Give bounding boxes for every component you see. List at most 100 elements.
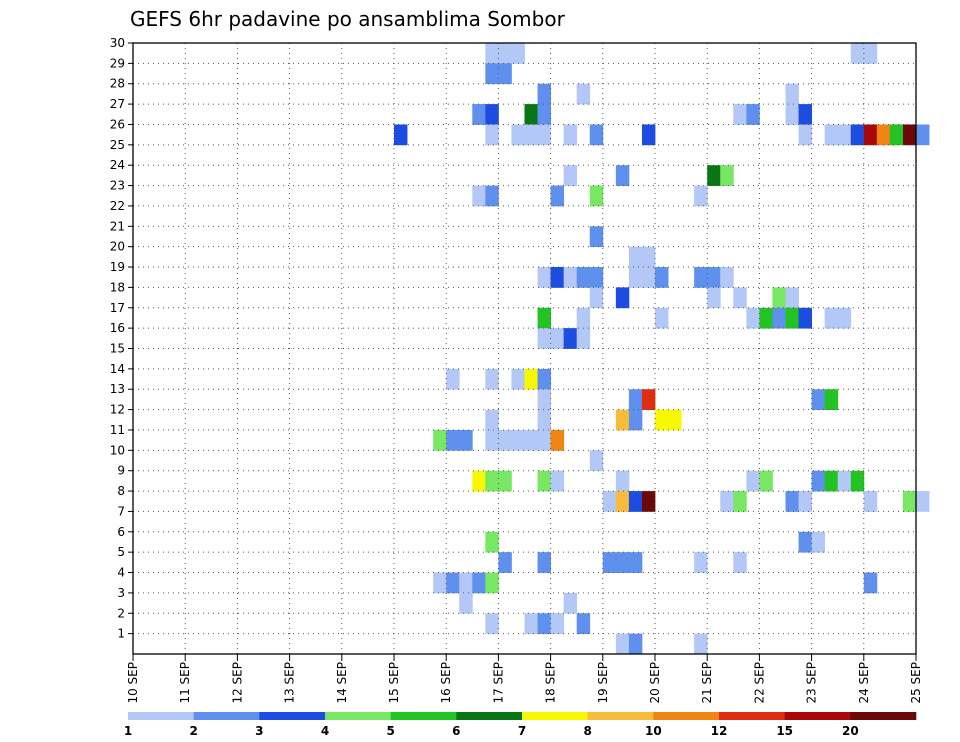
data-cell (511, 429, 525, 451)
data-cell (550, 470, 565, 492)
data-cell (485, 613, 499, 635)
x-tick-label: 15 SEP (387, 662, 401, 704)
data-cell (550, 267, 565, 288)
data-cell (916, 124, 930, 146)
colorbar-label: 8 (583, 724, 591, 738)
data-cell (615, 165, 630, 186)
x-tick-label: 18 SEP (544, 662, 558, 704)
y-tick-label: 5 (117, 545, 125, 559)
x-tick-label: 19 SEP (596, 662, 610, 704)
colorbar-swatch (325, 712, 391, 720)
data-cell (746, 307, 760, 329)
data-cell (837, 470, 852, 492)
data-cell (485, 572, 499, 594)
data-cell (615, 491, 630, 512)
data-cell (537, 429, 551, 451)
data-cell (459, 572, 473, 594)
data-cell (537, 368, 551, 390)
data-cell (472, 470, 486, 492)
data-cell (641, 124, 656, 146)
data-cell (798, 104, 812, 125)
data-cell (550, 429, 565, 451)
data-cell (485, 185, 499, 207)
data-cell (472, 572, 486, 594)
data-cell (615, 633, 630, 655)
data-cell (707, 165, 721, 186)
data-cell (524, 429, 538, 451)
data-cell (394, 124, 408, 146)
data-cell (694, 552, 708, 573)
data-cell (628, 491, 643, 512)
data-cell (433, 429, 447, 451)
data-cell (916, 491, 930, 512)
colorbar-label: 10 (645, 724, 662, 738)
y-tick-label: 7 (117, 504, 125, 518)
data-cell (798, 307, 812, 329)
data-cell (511, 124, 525, 146)
data-cell (628, 552, 643, 573)
x-axis: 10 SEP 11 SEP 12 SEP 13 SEP 14 SEP 15 SEP 16 S… (126, 654, 923, 704)
data-cell (433, 572, 447, 594)
data-cell (694, 185, 708, 207)
colorbar-swatch (390, 712, 457, 720)
y-tick-label: 30 (110, 36, 125, 50)
y-tick-label: 16 (110, 321, 125, 335)
x-tick-label: 13 SEP (283, 662, 297, 704)
data-cell (524, 124, 538, 146)
data-cell (863, 43, 878, 64)
data-cell (720, 165, 734, 186)
chart-title: GEFS 6hr padavine po ansamblima Sombor (130, 7, 566, 31)
y-tick-label: 18 (110, 280, 125, 294)
data-cell (446, 572, 460, 594)
colorbar-swatch (128, 712, 194, 720)
data-cell (746, 470, 760, 492)
x-tick-label: 16 SEP (439, 662, 453, 704)
y-tick-label: 9 (117, 464, 125, 478)
data-cell (446, 429, 460, 451)
colorbar-label: 20 (842, 724, 859, 738)
colorbar-swatch (653, 712, 720, 720)
data-cell (798, 531, 812, 553)
colorbar-label: 15 (776, 724, 793, 738)
colorbar-swatch (850, 712, 917, 720)
colorbar-label: 3 (255, 724, 263, 738)
data-cell (615, 287, 630, 309)
data-cell (811, 470, 826, 492)
data-cell (655, 409, 669, 431)
data-cell (850, 470, 865, 492)
x-tick-label: 21 SEP (700, 662, 714, 704)
x-tick-label: 20 SEP (648, 662, 662, 704)
data-cell (785, 491, 799, 512)
y-tick-label: 13 (110, 382, 125, 396)
data-cell (459, 592, 473, 614)
data-cell (563, 592, 578, 614)
data-cell (485, 63, 499, 85)
data-cell (576, 328, 591, 349)
data-cell (485, 43, 499, 64)
data-cell (863, 491, 878, 512)
data-cell (720, 491, 734, 512)
plot-cells (394, 43, 930, 655)
data-cell (837, 124, 852, 146)
data-cell (824, 389, 839, 410)
x-tick-label: 22 SEP (752, 662, 766, 704)
data-cell (837, 307, 852, 329)
y-axis: 1234567891011121314151617181920212223242… (110, 36, 133, 641)
data-cell (902, 491, 917, 512)
data-cell (628, 246, 643, 268)
data-cell (798, 491, 812, 512)
colorbar-swatch (719, 712, 785, 720)
data-cell (746, 104, 760, 125)
data-cell (785, 307, 799, 329)
data-cell (498, 43, 512, 64)
colorbar-label: 2 (189, 724, 197, 738)
colorbar-swatch (784, 712, 851, 720)
data-cell (576, 267, 591, 288)
y-tick-label: 10 (110, 443, 125, 457)
data-cell (615, 470, 630, 492)
data-cell (589, 450, 604, 472)
data-cell (798, 124, 812, 146)
data-cell (615, 552, 630, 573)
data-cell (524, 104, 538, 125)
